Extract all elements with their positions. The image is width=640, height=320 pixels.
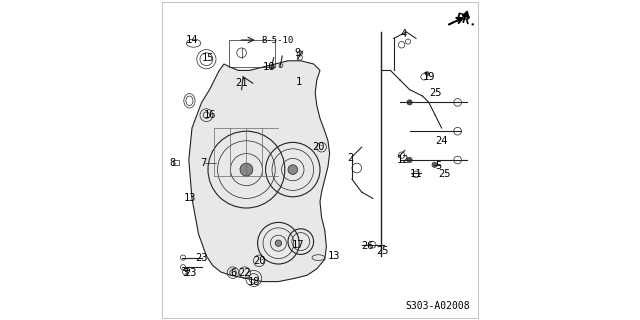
Circle shape — [288, 165, 298, 174]
Text: 7: 7 — [200, 158, 206, 168]
Text: 20: 20 — [312, 142, 324, 152]
Text: 25: 25 — [376, 246, 388, 256]
Circle shape — [425, 72, 429, 76]
Text: 14: 14 — [186, 35, 198, 45]
Text: 22: 22 — [239, 268, 251, 278]
Text: 17: 17 — [291, 240, 304, 250]
Text: 26: 26 — [362, 241, 374, 252]
Text: 2: 2 — [348, 153, 353, 164]
Text: 21: 21 — [236, 78, 248, 88]
Text: 25: 25 — [429, 88, 442, 98]
Bar — [229, 40, 275, 67]
Text: 23: 23 — [184, 268, 196, 278]
Polygon shape — [189, 61, 330, 282]
Text: 8: 8 — [170, 158, 176, 168]
Text: 11: 11 — [410, 169, 422, 180]
Text: 12: 12 — [397, 155, 410, 165]
Circle shape — [275, 240, 282, 246]
Text: 18: 18 — [248, 276, 260, 287]
Circle shape — [407, 100, 412, 105]
Text: 13: 13 — [328, 251, 340, 261]
Text: 4: 4 — [400, 28, 406, 39]
Circle shape — [407, 157, 412, 163]
Text: 13: 13 — [184, 193, 196, 204]
Text: 15: 15 — [202, 52, 214, 63]
Text: 23: 23 — [195, 252, 208, 263]
Text: 19: 19 — [422, 72, 435, 82]
Text: 9: 9 — [294, 48, 301, 58]
Polygon shape — [462, 11, 468, 18]
Text: 1: 1 — [296, 76, 302, 87]
Text: 25: 25 — [438, 169, 451, 180]
Bar — [173, 160, 179, 165]
Text: S303-A02008: S303-A02008 — [406, 300, 470, 311]
Text: 3: 3 — [182, 268, 189, 278]
Text: 5: 5 — [435, 161, 442, 172]
Text: B-5-10: B-5-10 — [261, 36, 293, 44]
Text: 10: 10 — [262, 62, 275, 72]
Circle shape — [240, 163, 253, 176]
Text: 20: 20 — [253, 256, 266, 266]
Circle shape — [432, 162, 437, 167]
Text: 6: 6 — [230, 268, 237, 278]
Text: FR.: FR. — [454, 12, 479, 30]
Text: 16: 16 — [204, 110, 216, 120]
Text: 24: 24 — [435, 136, 448, 146]
